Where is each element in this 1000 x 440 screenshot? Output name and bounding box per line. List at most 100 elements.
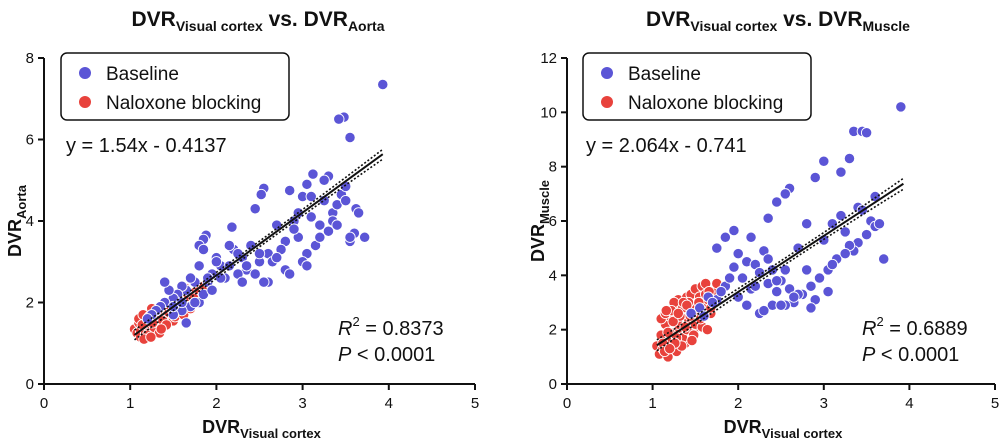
baseline-point (197, 243, 210, 256)
baseline-point (249, 268, 261, 280)
naloxone-point (701, 324, 714, 336)
y-axis-label-subscript: Aorta (14, 184, 29, 219)
baseline-point (180, 317, 192, 329)
baseline-point (305, 190, 317, 203)
y-tick-label: 12 (540, 50, 557, 67)
regression-equation: y = 2.064x - 0.741 (586, 135, 747, 157)
x-axis-label: DVRVisual cortex (202, 417, 321, 440)
baseline-point (860, 127, 873, 139)
baseline-point (826, 218, 839, 230)
baseline-point (822, 285, 834, 298)
baseline-point (307, 168, 319, 180)
baseline-point (715, 285, 727, 298)
baseline-point (344, 231, 356, 243)
baseline-point (771, 275, 783, 287)
baseline-point (159, 276, 171, 288)
baseline-point (711, 242, 723, 254)
r-squared-superscript: 2 (876, 314, 883, 329)
x-axis-label: DVRVisual cortex (724, 417, 843, 440)
legend: Baseline Naloxone blocking (582, 52, 812, 121)
baseline-point (801, 264, 813, 276)
y-tick-label: 0 (549, 376, 557, 393)
baseline-point (331, 219, 343, 231)
baseline-point (835, 209, 847, 222)
baseline-point (805, 302, 817, 314)
p-value-label: P (862, 344, 876, 366)
baseline-point (344, 131, 356, 144)
baseline-point (305, 211, 317, 223)
baseline-point (758, 304, 770, 317)
y-tick-label: 6 (549, 213, 557, 230)
baseline-point (818, 155, 830, 167)
baseline-point (223, 239, 235, 252)
r-squared-text: R2 = 0.8373 (338, 314, 444, 340)
baseline-point (873, 218, 886, 230)
legend-marker-naloxone (601, 96, 613, 108)
title-subscript-1: Visual cortex (690, 18, 777, 34)
y-tick-label: 4 (549, 267, 557, 284)
r-squared-value: = 0.8373 (360, 318, 444, 340)
baseline-point (745, 231, 757, 243)
baseline-point (249, 203, 261, 215)
y-axis-label-subscript: Muscle (537, 180, 552, 224)
x-tick-label: 0 (563, 395, 571, 412)
baseline-point (762, 253, 774, 265)
baseline-point (210, 256, 223, 268)
baseline-point (340, 194, 352, 207)
p-value-value: < 0.0001 (351, 344, 435, 366)
baseline-point (771, 285, 783, 298)
y-axis-label: DVRAorta (5, 184, 29, 257)
ci-upper-line (656, 177, 904, 341)
x-tick-label: 1 (648, 395, 656, 412)
naloxone-point (155, 323, 167, 335)
y-tick-label: 8 (549, 159, 557, 176)
y-axis-label-main: DVR (5, 219, 25, 257)
baseline-point (860, 228, 873, 241)
data-points (651, 101, 907, 363)
baseline-point (835, 166, 847, 178)
x-tick-label: 5 (471, 395, 479, 412)
chart-title: DVRVisual cortex vs. DVRAorta (131, 8, 384, 34)
ci-lower-line (656, 188, 904, 352)
r-squared-superscript: 2 (352, 314, 359, 329)
y-axis-label: DVRMuscle (528, 180, 552, 262)
title-subscript-1: Visual cortex (176, 18, 263, 34)
x-tick-label: 2 (734, 395, 742, 412)
baseline-point (359, 231, 371, 243)
title-mid: vs. DVR (263, 8, 348, 31)
baseline-point (843, 152, 856, 165)
y-tick-label: 2 (26, 295, 34, 312)
p-value-text: P < 0.0001 (862, 344, 959, 366)
ci-upper-line (134, 148, 384, 331)
baseline-point (805, 280, 817, 292)
baseline-point (779, 264, 791, 276)
baseline-point (719, 231, 732, 243)
naloxone-point (660, 304, 672, 317)
x-axis-label-subscript: Visual cortex (762, 426, 843, 440)
baseline-point (728, 261, 740, 273)
baseline-point (728, 224, 740, 237)
y-tick-label: 8 (26, 50, 34, 67)
baseline-point (322, 225, 335, 237)
baseline-point (253, 247, 266, 260)
naloxone-point (145, 331, 157, 343)
baseline-point (809, 171, 821, 184)
baseline-point (895, 101, 907, 113)
legend-label-naloxone: Naloxone blocking (628, 93, 783, 114)
baseline-point (184, 272, 197, 284)
r-squared-label: R (338, 318, 352, 340)
legend-label-naloxone: Naloxone blocking (106, 93, 261, 114)
baseline-point (826, 258, 839, 271)
baseline-point (255, 188, 267, 201)
regression-line (133, 153, 384, 336)
baseline-point (839, 226, 851, 238)
baseline-point (762, 212, 774, 224)
baseline-point (839, 247, 851, 260)
baseline-point (226, 221, 238, 233)
baseline-point (284, 268, 296, 280)
baseline-point (314, 219, 326, 231)
r-squared-value: = 0.6889 (884, 318, 968, 340)
baseline-point (318, 174, 330, 186)
